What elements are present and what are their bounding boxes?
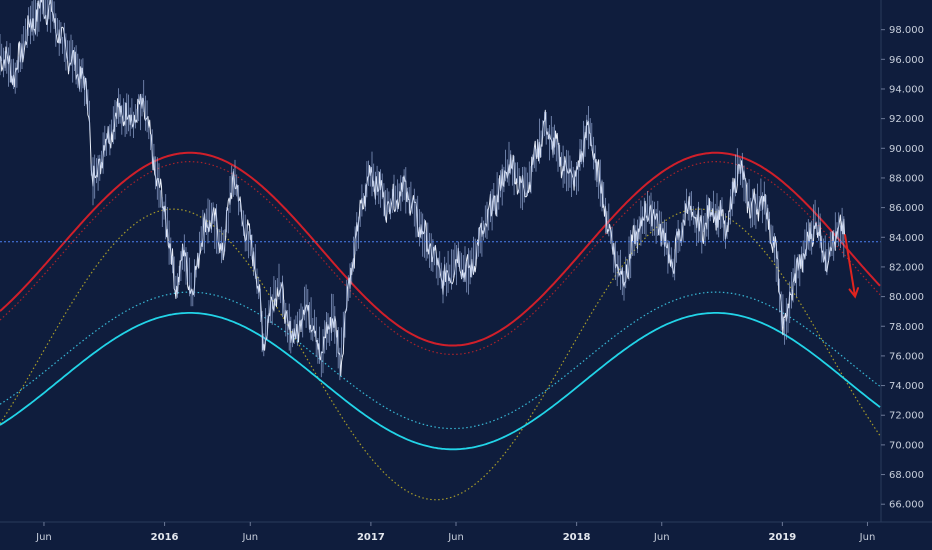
y-tick-label: 86.000: [889, 203, 924, 214]
band-middle: [0, 208, 881, 501]
price-series: [0, 0, 846, 381]
price-axis-panel: [881, 0, 932, 550]
y-tick-label: 98.000: [889, 25, 924, 36]
y-tick-label: 90.000: [889, 144, 924, 155]
y-tick-label: 84.000: [889, 233, 924, 244]
x-tick-label: Jun: [447, 532, 464, 543]
x-tick-label: Jun: [859, 532, 876, 543]
x-tick-label: 2016: [151, 532, 179, 543]
y-tick-label: 66.000: [889, 500, 924, 511]
x-tick-label: Jun: [653, 532, 670, 543]
sine-bands: [0, 151, 881, 501]
y-tick-label: 74.000: [889, 381, 924, 392]
band-lower: [0, 312, 881, 451]
x-tick-label: 2018: [563, 532, 591, 543]
y-tick-label: 76.000: [889, 351, 924, 362]
time-axis: Jun 2016 Jun 2017 Jun 2018 Jun 2019 Jun: [35, 522, 875, 543]
y-tick-label: 70.000: [889, 440, 924, 451]
y-tick-label: 68.000: [889, 470, 924, 481]
x-tick-label: Jun: [241, 532, 258, 543]
y-tick-label: 94.000: [889, 84, 924, 95]
time-axis-panel: [0, 522, 932, 550]
price-axis: 98.000 96.000 94.000 92.000 90.000 88.000 86.0…: [881, 25, 924, 511]
y-tick-label: 82.000: [889, 262, 924, 273]
projection-arrow: [843, 234, 860, 299]
y-tick-label: 92.000: [889, 114, 924, 125]
y-tick-label: 72.000: [889, 411, 924, 422]
band-upper: [0, 151, 881, 347]
y-tick-label: 80.000: [889, 292, 924, 303]
projection-arrow-shaft: [843, 234, 857, 297]
x-tick-label: Jun: [35, 532, 52, 543]
y-tick-label: 78.000: [889, 322, 924, 333]
x-tick-label: 2017: [357, 532, 385, 543]
price-line: [0, 0, 846, 377]
y-tick-label: 96.000: [889, 55, 924, 66]
projection-arrow-head: [848, 287, 860, 299]
y-tick-label: 88.000: [889, 173, 924, 184]
x-tick-label: 2019: [768, 532, 796, 543]
